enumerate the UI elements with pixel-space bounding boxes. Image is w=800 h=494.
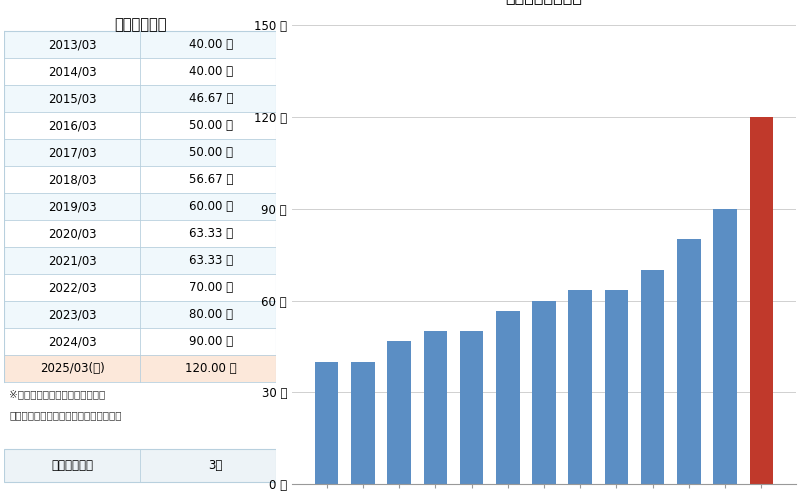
Text: １株配当推移: １株配当推移	[114, 17, 166, 32]
Text: 63.33 円: 63.33 円	[189, 254, 233, 267]
Bar	[4, 166, 277, 193]
Bar	[4, 193, 277, 220]
Text: 2019/03: 2019/03	[48, 200, 97, 213]
Text: 2015/03: 2015/03	[48, 92, 96, 105]
Text: 40.00 円: 40.00 円	[189, 38, 233, 51]
Text: ※各期の配当は最終更新日付時点: ※各期の配当は最終更新日付時点	[10, 389, 106, 399]
Text: 56.67 円: 56.67 円	[189, 173, 234, 186]
Bar	[641, 270, 665, 484]
Bar	[460, 331, 483, 484]
Text: 80.00 円: 80.00 円	[189, 308, 233, 321]
Bar	[4, 31, 277, 58]
Bar	[4, 449, 277, 482]
Text: 50.00 円: 50.00 円	[189, 146, 233, 159]
Text: 連続増配年数: 連続増配年数	[51, 458, 93, 472]
Text: 60.00 円: 60.00 円	[189, 200, 233, 213]
Text: 50.00 円: 50.00 円	[189, 119, 233, 132]
Text: 2013/03: 2013/03	[48, 38, 96, 51]
Bar	[4, 247, 277, 274]
Bar	[4, 328, 277, 355]
Bar	[423, 331, 447, 484]
Text: 3期: 3期	[208, 458, 222, 472]
Bar	[387, 341, 411, 484]
Bar	[4, 58, 277, 85]
Text: 2020/03: 2020/03	[48, 227, 96, 240]
Bar	[4, 112, 277, 139]
Bar	[4, 355, 277, 382]
Text: 63.33 円: 63.33 円	[189, 227, 233, 240]
Text: 2025/03(予): 2025/03(予)	[40, 362, 105, 375]
Bar	[750, 117, 773, 484]
Bar	[532, 300, 556, 484]
Title: 年間１株配当推移: 年間１株配当推移	[506, 0, 582, 4]
Bar	[4, 274, 277, 301]
Text: 2017/03: 2017/03	[48, 146, 97, 159]
Text: 2023/03: 2023/03	[48, 308, 96, 321]
Text: 2014/03: 2014/03	[48, 65, 97, 78]
Text: 90.00 円: 90.00 円	[189, 335, 233, 348]
Bar	[4, 139, 277, 166]
Text: 2024/03: 2024/03	[48, 335, 97, 348]
Bar	[677, 240, 701, 484]
Bar	[496, 311, 519, 484]
Text: の株数に換算した値を表示しています。: の株数に換算した値を表示しています。	[10, 411, 122, 420]
Text: 2021/03: 2021/03	[48, 254, 97, 267]
Text: 120.00 円: 120.00 円	[186, 362, 237, 375]
Text: 46.67 円: 46.67 円	[189, 92, 234, 105]
Text: 40.00 円: 40.00 円	[189, 65, 233, 78]
Bar	[605, 290, 628, 484]
Bar	[569, 290, 592, 484]
Text: 2022/03: 2022/03	[48, 281, 97, 294]
Bar	[4, 85, 277, 112]
Bar	[4, 301, 277, 328]
Bar	[714, 209, 737, 484]
Bar	[351, 362, 374, 484]
Text: 2016/03: 2016/03	[48, 119, 97, 132]
Text: 2018/03: 2018/03	[48, 173, 96, 186]
Bar	[315, 362, 338, 484]
Bar	[4, 220, 277, 247]
Text: 70.00 円: 70.00 円	[189, 281, 233, 294]
